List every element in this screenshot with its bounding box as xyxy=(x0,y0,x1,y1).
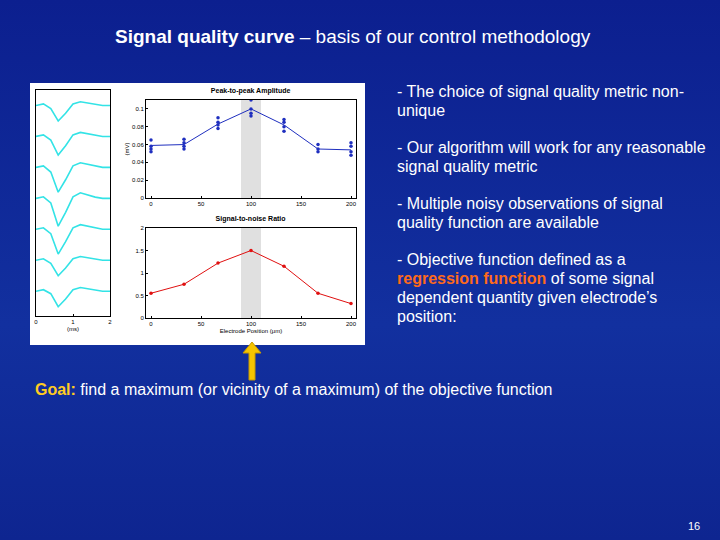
svg-text:0.06: 0.06 xyxy=(132,142,144,148)
html-text:- Our algorithm will work for: - Our algorithm will work for any reason… xyxy=(397,139,706,175)
svg-text:150: 150 xyxy=(296,321,307,327)
svg-text:100: 100 xyxy=(246,201,257,207)
svg-text:50: 50 xyxy=(198,201,205,207)
svg-text:0.04: 0.04 xyxy=(132,159,144,165)
html-text:regression function of some si: regression function of some signal depen… xyxy=(397,270,658,325)
svg-text:Peak-to-peak Amplitude: Peak-to-peak Amplitude xyxy=(211,87,291,95)
svg-text:1: 1 xyxy=(71,319,75,325)
svg-text:(ms): (ms) xyxy=(67,326,79,332)
html-text:- The choice of signal quality: - The choice of signal quality metric no… xyxy=(397,83,684,119)
svg-text:100: 100 xyxy=(246,321,257,327)
svg-text:200: 200 xyxy=(346,321,357,327)
svg-text:0: 0 xyxy=(140,195,144,201)
svg-text:Signal-to-noise Ratio: Signal-to-noise Ratio xyxy=(216,215,286,223)
svg-text:50: 50 xyxy=(198,321,205,327)
svg-text:200: 200 xyxy=(346,201,357,207)
svg-text:0: 0 xyxy=(149,201,153,207)
svg-text:0: 0 xyxy=(149,321,153,327)
svg-text:(mV): (mV) xyxy=(124,143,130,156)
svg-text:0.1: 0.1 xyxy=(135,106,144,112)
html-text:16: 16 xyxy=(688,520,701,532)
svg-text:0.02: 0.02 xyxy=(132,177,144,183)
svg-text:0.08: 0.08 xyxy=(132,124,144,130)
svg-text:2: 2 xyxy=(140,225,144,231)
svg-text:2: 2 xyxy=(108,319,112,325)
svg-text:0: 0 xyxy=(34,319,38,325)
svg-text:1: 1 xyxy=(140,270,144,276)
html-text:- Objective function defined a: - Objective function defined as a xyxy=(397,251,626,268)
svg-text:150: 150 xyxy=(296,201,307,207)
svg-text:0.5: 0.5 xyxy=(135,293,144,299)
svg-text:1.5: 1.5 xyxy=(135,248,144,254)
html-text:Goal: find a maximum (or vicin: Goal: find a maximum (or vicinity of a m… xyxy=(35,381,553,398)
html-text:Signal quality curve – basis o: Signal quality curve – basis of our cont… xyxy=(115,26,591,47)
svg-text:Electrode Position (μm): Electrode Position (μm) xyxy=(220,328,282,334)
svg-text:0: 0 xyxy=(140,315,144,321)
html-text:- Multiple noisy observations: - Multiple noisy observations of signal … xyxy=(397,195,663,231)
